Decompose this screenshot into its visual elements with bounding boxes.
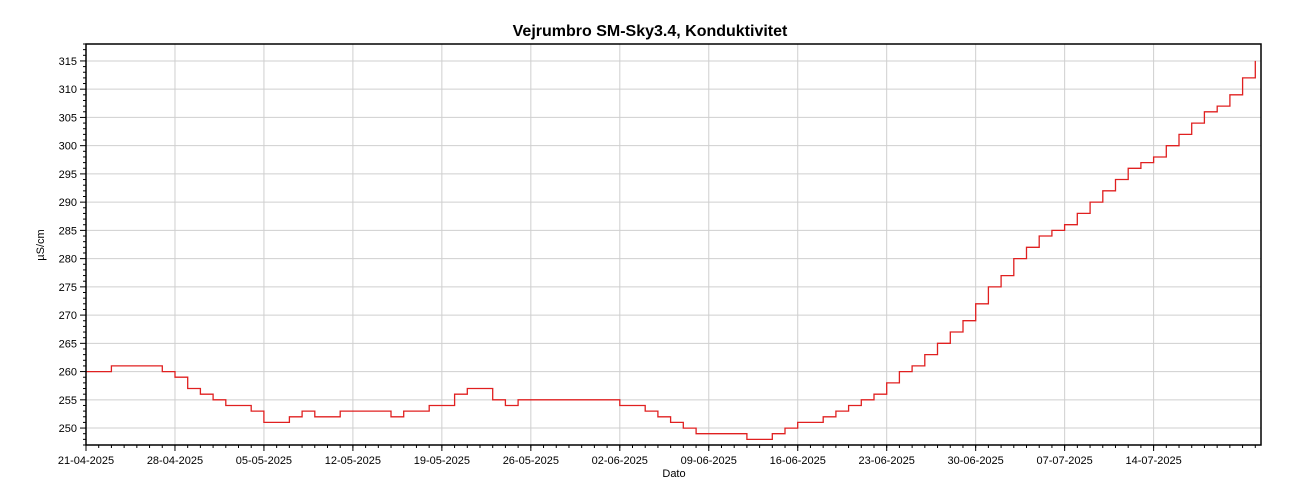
x-tick-label: 05-05-2025 xyxy=(236,455,292,467)
x-tick-label: 14-07-2025 xyxy=(1125,455,1181,467)
x-tick-label: 30-06-2025 xyxy=(948,455,1004,467)
y-tick-label: 250 xyxy=(59,423,77,435)
x-tick-label: 16-06-2025 xyxy=(770,455,826,467)
y-tick-label: 295 xyxy=(59,169,77,181)
plot-area xyxy=(86,44,1261,445)
y-tick-label: 315 xyxy=(59,56,77,68)
x-axis-label: Dato xyxy=(662,468,685,480)
x-tick-label: 02-06-2025 xyxy=(592,455,648,467)
chart-title: Vejrumbro SM-Sky3.4, Konduktivitet xyxy=(513,23,788,40)
y-tick-label: 270 xyxy=(59,310,77,322)
y-tick-label: 255 xyxy=(59,395,77,407)
plot-frame xyxy=(85,43,1262,446)
y-tick-label: 275 xyxy=(59,282,77,294)
y-tick-label: 290 xyxy=(59,197,77,209)
y-tick-label: 260 xyxy=(59,367,77,379)
y-axis-label: µS/cm xyxy=(35,229,47,260)
series-line xyxy=(86,60,1256,441)
x-tick-label: 23-06-2025 xyxy=(859,455,915,467)
x-tick-label: 28-04-2025 xyxy=(147,455,203,467)
tick-labels: 250 255 260 265 270 275 280 285 290 295 300 305 310 3… xyxy=(58,56,1182,467)
y-tick-label: 310 xyxy=(59,84,77,96)
x-tick-label: 12-05-2025 xyxy=(325,455,381,467)
y-tick-label: 300 xyxy=(59,141,77,153)
y-tick-label: 285 xyxy=(59,225,77,237)
x-tick-label: 26-05-2025 xyxy=(503,455,559,467)
x-tick-label: 21-04-2025 xyxy=(58,455,114,467)
series-layer xyxy=(86,60,1256,441)
y-tick-label: 305 xyxy=(59,112,77,124)
x-tick-label: 19-05-2025 xyxy=(414,455,470,467)
y-tick-label: 265 xyxy=(59,338,77,350)
y-tick-label: 280 xyxy=(59,254,77,266)
x-tick-label: 09-06-2025 xyxy=(681,455,737,467)
grid xyxy=(85,44,1261,445)
x-tick-label: 07-07-2025 xyxy=(1036,455,1092,467)
